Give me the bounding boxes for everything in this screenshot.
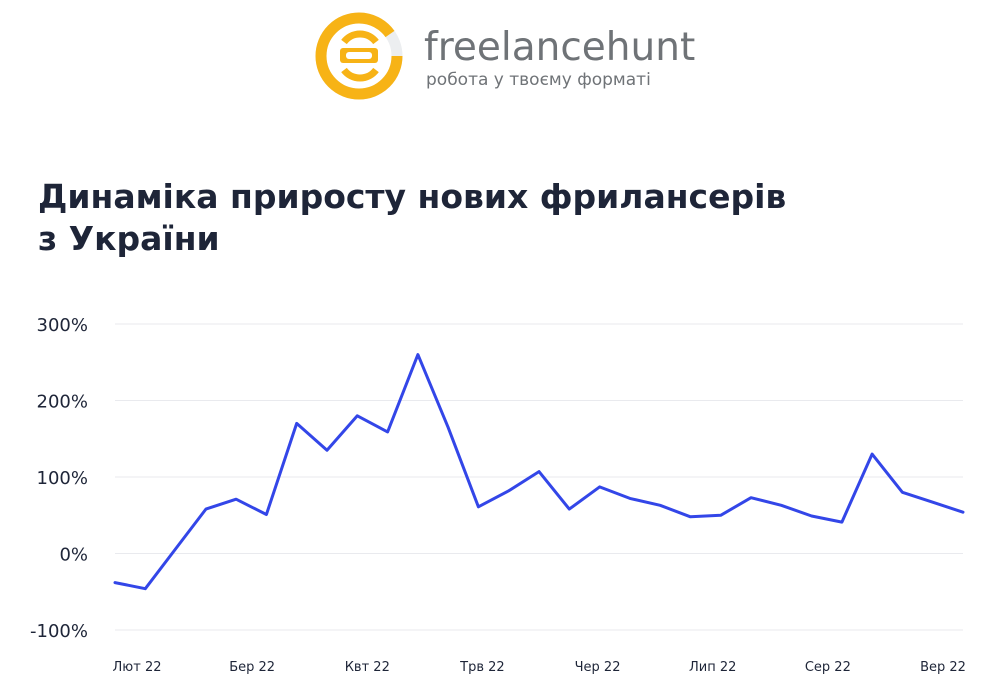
y-tick-label: 100% bbox=[37, 468, 88, 489]
data-point bbox=[356, 414, 359, 417]
chart-title-line-1: Динаміка приросту нових фрилансерів bbox=[38, 177, 787, 216]
y-tick-label: 300% bbox=[37, 315, 88, 336]
x-tick-label: Лют 22 bbox=[113, 660, 162, 675]
data-point bbox=[689, 515, 692, 518]
chart-title-line-2: з України bbox=[38, 219, 220, 258]
data-point bbox=[144, 587, 147, 590]
x-tick-label: Квт 22 bbox=[345, 660, 390, 675]
chart-title: Динаміка приросту нових фрилансерів з Ук… bbox=[38, 176, 938, 260]
data-point bbox=[840, 520, 844, 524]
data-point bbox=[931, 501, 934, 504]
data-point bbox=[204, 507, 208, 511]
data-point bbox=[568, 507, 571, 511]
data-point bbox=[537, 470, 541, 473]
data-point bbox=[113, 581, 117, 584]
data-point bbox=[386, 430, 389, 434]
data-point bbox=[477, 505, 480, 509]
x-tick-label: Бер 22 bbox=[229, 660, 275, 675]
data-point bbox=[446, 426, 450, 429]
data-point bbox=[658, 504, 662, 507]
x-tick-label: Сер 22 bbox=[805, 660, 851, 675]
freelancehunt-logo: freelancehunt робота у твоєму форматі bbox=[310, 8, 710, 108]
data-point bbox=[628, 497, 632, 500]
x-tick-label: Трв 22 bbox=[459, 660, 505, 675]
data-point bbox=[325, 449, 329, 452]
y-tick-label: -100% bbox=[30, 621, 88, 642]
data-point bbox=[507, 489, 510, 492]
x-tick-label: Чер 22 bbox=[575, 660, 621, 675]
y-tick-label: 200% bbox=[37, 392, 88, 413]
data-point bbox=[265, 513, 268, 516]
data-point bbox=[719, 514, 722, 517]
data-point bbox=[598, 485, 601, 489]
data-point bbox=[416, 353, 420, 356]
y-tick-label: 0% bbox=[59, 545, 88, 566]
data-point bbox=[810, 514, 813, 518]
freelancehunt-logo-icon bbox=[315, 12, 403, 100]
data-point bbox=[295, 422, 298, 425]
data-point bbox=[749, 496, 753, 499]
x-tick-label: Лип 22 bbox=[689, 660, 736, 675]
data-point bbox=[961, 510, 965, 514]
logo-tagline: робота у твоєму форматі bbox=[426, 70, 651, 90]
data-point bbox=[234, 497, 238, 501]
data-point bbox=[780, 504, 783, 507]
data-point bbox=[870, 452, 874, 456]
logo-name: freelancehunt bbox=[424, 25, 696, 70]
data-point bbox=[174, 547, 177, 551]
data-point bbox=[901, 491, 904, 494]
x-tick-label: Вер 22 bbox=[920, 660, 966, 675]
